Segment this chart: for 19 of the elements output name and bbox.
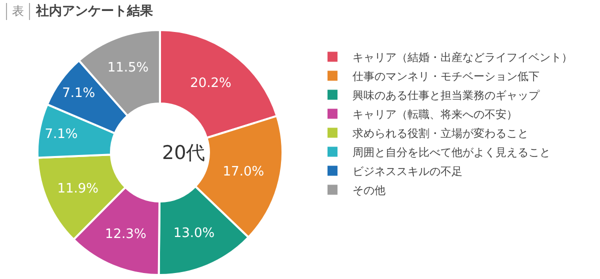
data-label: 20.2%	[190, 76, 232, 91]
data-label: 7.1%	[44, 126, 78, 142]
legend-label: 周囲と自分を比べて他がよく見えること	[352, 146, 550, 160]
data-label: 13.0%	[173, 226, 215, 241]
legend-label: ビジネススキルの不足	[352, 165, 462, 178]
legend-label: 仕事のマンネリ・モチベーション低下	[352, 70, 540, 84]
data-label: 7.1%	[62, 86, 96, 102]
legend-label: 求められる役割・立場が変わること	[352, 127, 528, 140]
legend-label: 興味のある仕事と担当業務のギャップ	[352, 89, 540, 102]
data-label: 12.3%	[105, 227, 146, 242]
text: 20代	[162, 142, 206, 164]
chart-subtitle: 表	[6, 2, 30, 20]
legend-label: キャリア（転職、将来への不安）	[352, 108, 518, 122]
data-label: 17.0%	[222, 164, 264, 180]
data-label: 11.5%	[107, 60, 149, 76]
data-label: 11.9%	[57, 181, 98, 196]
legend-label: キャリア（結婚・出産などライフイベント）	[352, 51, 572, 64]
chart-title: 社内アンケート結果	[36, 3, 153, 20]
legend-label: その他	[352, 184, 386, 198]
